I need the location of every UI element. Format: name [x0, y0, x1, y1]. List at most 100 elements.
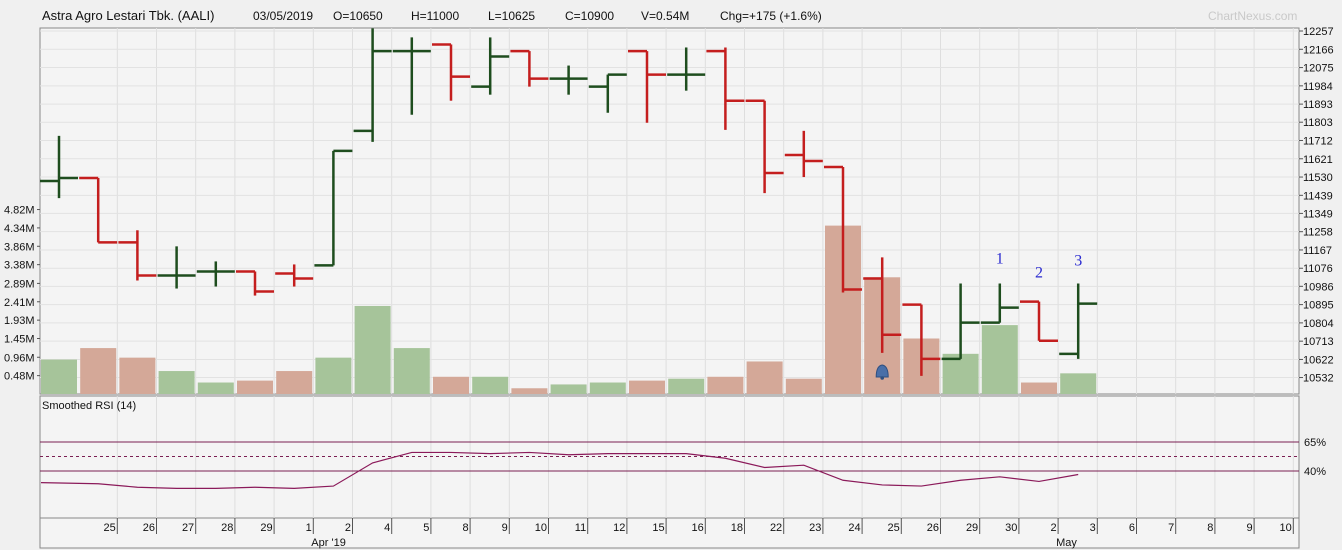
x-axis-label: 25: [104, 522, 116, 534]
x-axis-label: 26: [143, 522, 155, 534]
volume-axis-label: 4.82M: [4, 205, 35, 217]
price-axis-label: 11712: [1303, 135, 1333, 147]
rsi-level-label: 65%: [1304, 437, 1326, 449]
x-axis-label: 24: [848, 522, 860, 534]
quote-date: 03/05/2019: [253, 9, 314, 23]
low-value: L=10625: [488, 9, 536, 23]
price-axis-label: 12075: [1303, 63, 1334, 75]
alert-bell-icon: [875, 364, 889, 378]
x-axis-label: 2: [1050, 522, 1056, 534]
volume-axis-label: 2.41M: [4, 297, 35, 309]
price-axis-label: 11439: [1303, 190, 1333, 202]
volume-bar: [41, 359, 77, 394]
volume-bar: [119, 357, 156, 394]
x-axis-label: 10: [1280, 522, 1292, 534]
price-axis-label: 11803: [1303, 117, 1333, 129]
volume-axis-label: 1.93M: [4, 315, 35, 327]
x-axis-label: 26: [927, 522, 939, 534]
x-axis-label: 27: [182, 522, 194, 534]
rsi-line: [40, 451, 1079, 490]
price-axis-label: 10895: [1303, 300, 1334, 312]
price-axis-label: 11893: [1303, 99, 1333, 111]
volume-bar: [393, 348, 430, 394]
volume-bar: [80, 348, 117, 394]
x-axis-month-label: May: [1056, 537, 1077, 549]
price-axis-label: 10713: [1303, 336, 1334, 348]
price-axis-label: 11984: [1303, 81, 1333, 93]
volume-bar: [315, 357, 352, 394]
volume-bar: [276, 371, 313, 394]
x-axis-label: 9: [1246, 522, 1252, 534]
volume-bar: [197, 382, 234, 394]
volume-bar: [785, 378, 822, 394]
price-axis-label: 11349: [1303, 208, 1333, 220]
price-panel: [39, 27, 1300, 395]
x-axis-label: 15: [652, 522, 664, 534]
x-axis-label: 7: [1168, 522, 1174, 534]
watermark: ChartNexus.com: [1208, 9, 1298, 23]
volume-bar: [1021, 382, 1057, 394]
x-axis-label: 3: [1090, 522, 1096, 534]
volume-bar: [629, 380, 665, 394]
change-value: Chg=+175 (+1.6%): [720, 9, 822, 23]
wave-annotation: 3: [1074, 252, 1082, 269]
x-axis-label: 30: [1005, 522, 1017, 534]
volume-bar: [158, 371, 195, 394]
volume-axis-label: 2.89M: [4, 278, 35, 290]
volume-axis-label: 3.86M: [4, 241, 35, 253]
x-axis-label: 16: [692, 522, 704, 534]
x-axis-label: 18: [731, 522, 743, 534]
x-axis-label: 1: [306, 522, 312, 534]
volume-axis-label: 0.48M: [4, 371, 35, 383]
x-axis-label: 8: [462, 522, 468, 534]
volume-bar: [707, 376, 744, 394]
rsi-level-label: 40%: [1304, 466, 1326, 478]
volume-axis-label: 3.38M: [4, 260, 35, 272]
close-value: C=10900: [565, 9, 615, 23]
volume-axis-label: 1.45M: [4, 334, 35, 346]
x-axis-label: 8: [1207, 522, 1213, 534]
chart-header: Astra Agro Lestari Tbk. (AALI) 03/05/201…: [0, 0, 1342, 30]
price-axis-label: 11530: [1303, 172, 1333, 184]
wave-annotation: 2: [1035, 265, 1043, 282]
price-axis-label: 12257: [1303, 26, 1334, 38]
x-axis-label: 22: [770, 522, 782, 534]
volume-bar: [1060, 373, 1097, 394]
x-axis-label: 28: [221, 522, 233, 534]
volume-bar: [668, 378, 705, 394]
rsi-panel: [39, 395, 1300, 519]
x-axis-label: 5: [423, 522, 429, 534]
volume-bar: [472, 376, 509, 394]
x-axis-panel: [39, 517, 1300, 549]
volume-bar: [589, 382, 626, 394]
high-value: H=11000: [411, 9, 460, 23]
volume-value: V=0.54M: [641, 9, 690, 23]
volume-bar: [746, 361, 783, 394]
price-axis-label: 11167: [1303, 245, 1332, 257]
x-axis-month-label: Apr '19: [311, 537, 346, 549]
x-axis-label: 23: [809, 522, 821, 534]
volume-bar: [942, 353, 979, 394]
volume-bar: [237, 380, 273, 394]
volume-axis-label: 0.96M: [4, 352, 35, 364]
x-axis-label: 2: [345, 522, 351, 534]
price-axis-label: 10804: [1303, 318, 1334, 330]
price-axis-label: 11258: [1303, 227, 1333, 239]
x-axis-label: 29: [966, 522, 978, 534]
volume-bar: [511, 388, 548, 394]
rsi-title: Smoothed RSI (14): [42, 400, 136, 412]
price-axis-label: 10532: [1303, 373, 1334, 385]
stock-title: Astra Agro Lestari Tbk. (AALI): [42, 8, 215, 23]
x-axis-label: 6: [1129, 522, 1135, 534]
x-axis-label: 12: [613, 522, 625, 534]
volume-bar: [981, 325, 1018, 394]
x-axis-label: 10: [535, 522, 547, 534]
x-axis-label: 9: [502, 522, 508, 534]
price-axis-label: 10622: [1303, 354, 1334, 366]
price-axis-label: 11076: [1303, 263, 1333, 275]
x-axis-label: 29: [260, 522, 272, 534]
volume-bar: [433, 376, 469, 394]
alert-bell-clapper: [880, 376, 884, 380]
price-axis-label: 12166: [1303, 44, 1334, 56]
